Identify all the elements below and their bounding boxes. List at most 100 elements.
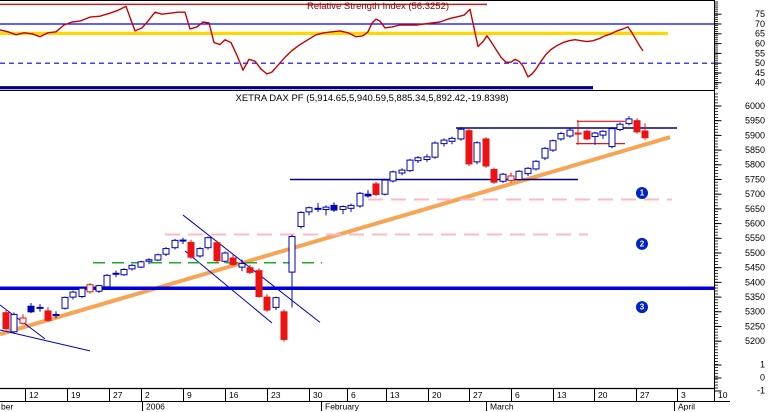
candle[interactable] xyxy=(532,160,540,171)
target-marker-2[interactable]: 2 xyxy=(636,237,648,250)
price-axis-label: 5700 xyxy=(745,189,765,199)
candle[interactable] xyxy=(120,268,128,276)
candle[interactable] xyxy=(61,296,69,310)
candle-body xyxy=(162,248,170,255)
candle[interactable] xyxy=(272,296,280,311)
rsi-line[interactable] xyxy=(0,5,644,78)
candle[interactable] xyxy=(633,118,641,134)
candle[interactable] xyxy=(2,308,10,331)
candle[interactable] xyxy=(524,167,532,176)
candle[interactable] xyxy=(297,211,305,229)
week-label: 13 xyxy=(390,390,400,400)
target-marker-1[interactable]: 1 xyxy=(636,187,648,200)
candle[interactable] xyxy=(27,302,35,314)
candle[interactable] xyxy=(339,205,347,215)
target-marker-3[interactable]: 3 xyxy=(636,301,648,314)
candle[interactable] xyxy=(187,239,195,259)
candle[interactable] xyxy=(457,127,465,141)
candle[interactable] xyxy=(221,251,229,264)
main-panel[interactable] xyxy=(0,91,714,388)
candle-body xyxy=(599,130,607,136)
candle[interactable] xyxy=(137,260,145,269)
candle[interactable] xyxy=(356,191,364,208)
candle[interactable] xyxy=(10,312,18,334)
candle[interactable] xyxy=(103,274,111,289)
candle[interactable] xyxy=(431,141,439,159)
candle[interactable] xyxy=(246,264,254,275)
candle[interactable] xyxy=(414,155,422,164)
candle[interactable] xyxy=(616,122,624,132)
candle[interactable] xyxy=(398,168,406,176)
rsi-panel[interactable] xyxy=(0,0,714,91)
candle[interactable] xyxy=(557,131,565,141)
candle[interactable] xyxy=(541,147,549,161)
candle[interactable] xyxy=(448,136,456,145)
candle-body xyxy=(339,206,347,210)
candle[interactable] xyxy=(473,141,481,165)
candle[interactable] xyxy=(625,116,633,126)
dec-channel-lower[interactable] xyxy=(0,329,91,352)
candle[interactable] xyxy=(406,158,414,172)
candle[interactable] xyxy=(364,190,372,198)
candle[interactable] xyxy=(204,236,212,250)
candle[interactable] xyxy=(574,120,582,145)
candle[interactable] xyxy=(490,167,498,184)
candle[interactable] xyxy=(641,123,649,140)
candle[interactable] xyxy=(263,294,271,312)
candle[interactable] xyxy=(465,127,473,166)
candle[interactable] xyxy=(549,139,557,152)
candle[interactable] xyxy=(507,172,515,183)
candle[interactable] xyxy=(19,314,27,325)
candle[interactable] xyxy=(591,131,599,145)
candle[interactable] xyxy=(322,205,330,216)
candle[interactable] xyxy=(238,259,246,272)
candle[interactable] xyxy=(599,130,607,139)
candle[interactable] xyxy=(482,137,490,168)
candle[interactable] xyxy=(314,203,322,212)
candle-body xyxy=(406,159,414,172)
candle[interactable] xyxy=(52,311,60,319)
candle[interactable] xyxy=(128,264,136,271)
candle[interactable] xyxy=(347,203,355,212)
candle[interactable] xyxy=(280,309,288,342)
uptrend-line-orange[interactable] xyxy=(0,135,671,337)
candle[interactable] xyxy=(608,127,616,149)
candle[interactable] xyxy=(440,138,448,147)
candle[interactable] xyxy=(305,206,313,216)
candle[interactable] xyxy=(229,254,237,266)
candle-body xyxy=(583,130,591,140)
rsi-axis-label: 70 xyxy=(755,19,765,29)
candle[interactable] xyxy=(423,154,431,162)
candle[interactable] xyxy=(95,284,103,293)
candle[interactable] xyxy=(566,128,574,138)
candle[interactable] xyxy=(372,181,380,196)
candle[interactable] xyxy=(288,234,296,308)
price-axis-label: 5400 xyxy=(745,277,765,287)
candle[interactable] xyxy=(44,307,52,322)
candle[interactable] xyxy=(515,170,523,181)
candle-body xyxy=(78,287,86,298)
candle[interactable] xyxy=(196,247,204,258)
candle[interactable] xyxy=(162,247,170,256)
candle[interactable] xyxy=(330,202,338,212)
candle[interactable] xyxy=(179,237,187,245)
candle[interactable] xyxy=(583,129,591,141)
candle-body xyxy=(213,242,221,262)
candle[interactable] xyxy=(154,253,162,262)
candle[interactable] xyxy=(86,282,94,294)
candle[interactable] xyxy=(171,238,179,250)
candle[interactable] xyxy=(112,270,120,278)
candle[interactable] xyxy=(145,258,153,265)
price-axis-extra-label: -1 xyxy=(757,385,765,395)
candle[interactable] xyxy=(213,240,221,263)
price-axis-label: 5300 xyxy=(745,307,765,317)
candle[interactable] xyxy=(78,287,86,299)
candle[interactable] xyxy=(36,304,44,312)
candle[interactable] xyxy=(69,290,77,300)
candle[interactable] xyxy=(389,170,397,183)
candle-body xyxy=(625,118,633,125)
rsi-indicator-group xyxy=(0,3,714,90)
candle[interactable] xyxy=(255,268,263,298)
candle[interactable] xyxy=(499,173,507,184)
candle[interactable] xyxy=(381,178,389,196)
